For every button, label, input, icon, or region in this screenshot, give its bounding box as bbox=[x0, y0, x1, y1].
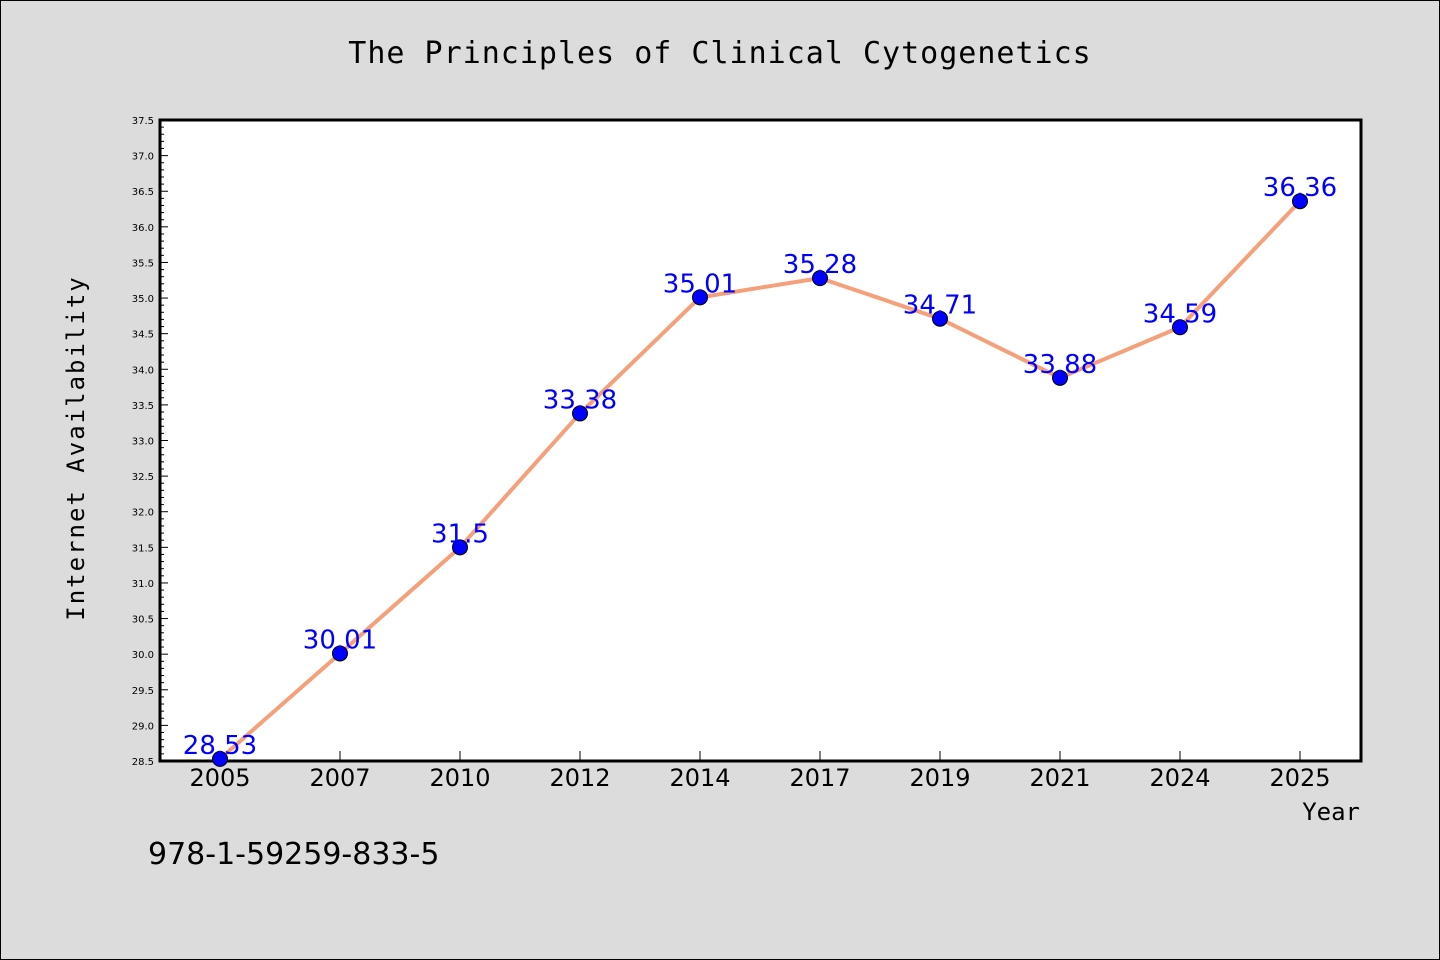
x-tick-label: 2012 bbox=[549, 764, 610, 792]
data-label: 34.59 bbox=[1143, 299, 1217, 329]
data-point-marker bbox=[1292, 193, 1308, 210]
y-tick-label: 28.5 bbox=[132, 757, 154, 768]
data-point-marker bbox=[1052, 369, 1068, 386]
series-line bbox=[218, 199, 1302, 761]
data-point-marker bbox=[452, 539, 468, 556]
y-axis-label: Internet Availability bbox=[62, 275, 90, 620]
isbn-annotation: 978-1-59259-833-5 bbox=[148, 837, 439, 872]
x-tick-label: 2010 bbox=[429, 764, 490, 792]
x-tick-label: 2005 bbox=[189, 764, 250, 792]
x-axis: 2005 2007 2010 2012 2014 2017 2019 2021 2024 2025 bbox=[189, 751, 1331, 792]
data-point-marker bbox=[212, 750, 228, 767]
data-label: 33.38 bbox=[543, 385, 617, 415]
y-tick-label: 29.5 bbox=[132, 686, 154, 697]
y-tick-label: 36.0 bbox=[132, 223, 154, 234]
y-tick-label: 37.0 bbox=[132, 152, 154, 163]
data-label: 28.53 bbox=[183, 731, 257, 761]
y-tick-label: 36.5 bbox=[132, 187, 154, 198]
x-tick-label: 2024 bbox=[1149, 764, 1210, 792]
y-tick-label: 31.0 bbox=[132, 579, 154, 590]
x-tick-label: 2019 bbox=[909, 764, 970, 792]
series-line-group bbox=[212, 193, 1308, 767]
data-point-marker bbox=[692, 289, 708, 306]
x-tick-label: 2021 bbox=[1029, 764, 1090, 792]
data-label: 34.71 bbox=[903, 291, 977, 321]
x-tick-label: 2025 bbox=[1269, 764, 1330, 792]
data-point-marker bbox=[812, 270, 828, 287]
data-point-marker bbox=[332, 645, 348, 662]
data-point-marker bbox=[1172, 319, 1188, 336]
y-tick-label: 31.5 bbox=[132, 543, 154, 554]
data-point-marker bbox=[572, 405, 588, 422]
y-tick-label: 32.5 bbox=[132, 472, 154, 483]
data-label: 30.01 bbox=[303, 625, 377, 655]
plot-area bbox=[158, 118, 1363, 763]
y-tick-label: 32.0 bbox=[132, 508, 154, 519]
y-tick-label: 34.5 bbox=[132, 330, 154, 341]
x-tick-label: 2014 bbox=[669, 764, 730, 792]
data-label: 33.88 bbox=[1023, 350, 1097, 380]
x-axis-label: Year bbox=[1302, 798, 1360, 826]
data-label-group: 28.53 30.01 31.5 33.38 35.01 35.28 34.71 33.88 3… bbox=[183, 173, 1337, 761]
data-label: 36.36 bbox=[1263, 173, 1337, 203]
y-tick-label: 37.5 bbox=[132, 116, 154, 127]
data-label: 31.5 bbox=[431, 519, 489, 549]
data-point-marker bbox=[932, 310, 948, 327]
y-tick-label: 33.0 bbox=[132, 437, 154, 448]
y-tick-label: 35.0 bbox=[132, 294, 154, 305]
y-tick-label: 33.5 bbox=[132, 401, 154, 412]
y-tick-label: 34.0 bbox=[132, 365, 154, 376]
y-axis: 28.5 29.0 29.5 30.0 30.5 31.0 31.5 32.0 32.5 33.0… bbox=[132, 116, 168, 768]
data-label: 35.28 bbox=[783, 250, 857, 280]
y-tick-label: 30.5 bbox=[132, 615, 154, 626]
y-tick-label: 29.0 bbox=[132, 721, 154, 732]
x-tick-label: 2007 bbox=[309, 764, 370, 792]
y-tick-label: 30.0 bbox=[132, 650, 154, 661]
x-tick-label: 2017 bbox=[789, 764, 850, 792]
chart-title: The Principles of Clinical Cytogenetics bbox=[348, 36, 1091, 71]
y-tick-label: 35.5 bbox=[132, 258, 154, 269]
data-label: 35.01 bbox=[663, 269, 737, 299]
